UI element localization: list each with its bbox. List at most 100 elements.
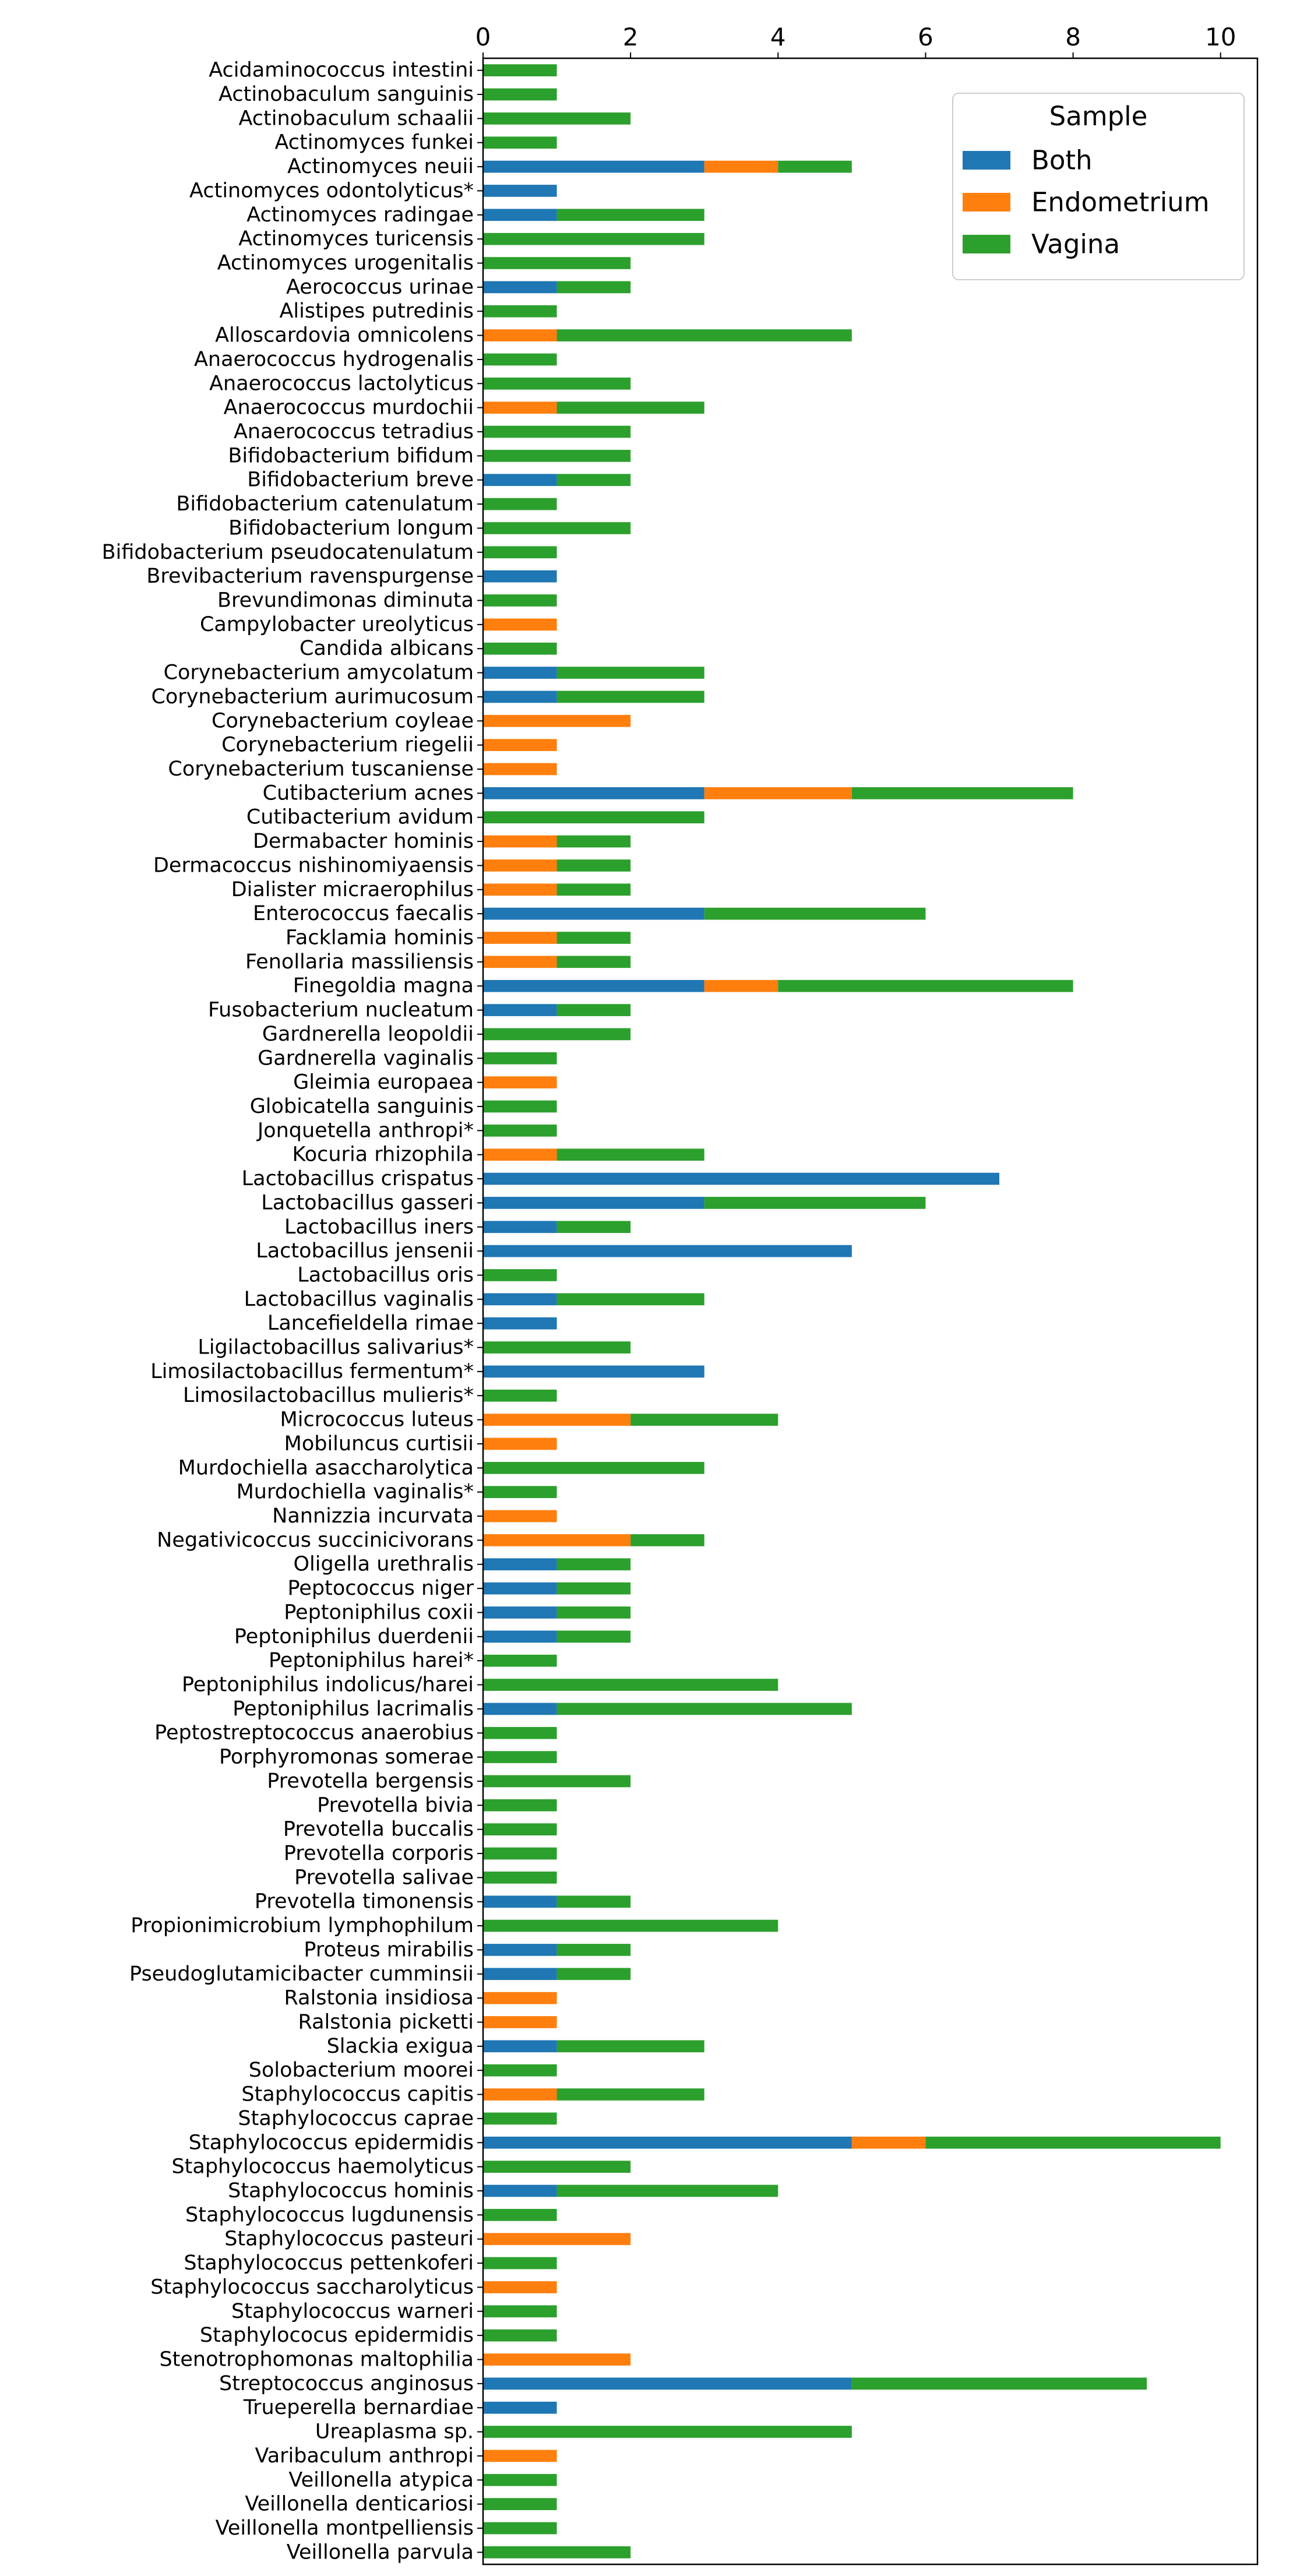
bar-vagina-kocuria-rhizophila [556,1148,704,1161]
bar-vagina-pseudoglutamicibacter-cumminsii [556,1968,631,1981]
y-tick-label: Brevundimonas diminuta [217,589,474,612]
bar-endometrium-staphylococcus-saccharolyticus [483,2281,557,2293]
y-tick-label: Facklamia hominis [286,926,474,949]
y-tick-label: Candida albicans [300,637,474,660]
y-tick-label: Actinomyces neuii [287,155,474,178]
y-tick-label: Lancefieldella rimae [267,1312,474,1335]
y-tick-label: Enterococcus faecalis [253,902,474,925]
bar-both-proteus-mirabilis [483,1944,557,1956]
bar-vagina-staphylococcus-haemolyticus [483,2161,631,2173]
y-tick-label: Peptoniphilus harei* [269,1649,474,1672]
bar-vagina-bifidobacterium-catenulatum [483,498,557,510]
bar-endometrium-mobiluncus-curtisii [483,1437,557,1450]
bar-both-actinomyces-radingae [483,209,557,221]
y-tick-label: Lactobacillus crispatus [242,1167,474,1190]
y-tick-label: Bifidobacterium pseudocatenulatum [102,541,474,564]
bar-both-bifidobacterium-breve [483,474,557,487]
bar-vagina-bifidobacterium-pseudocatenulatum [483,546,557,559]
bar-vagina-bifidobacterium-bifidum [483,450,631,462]
bar-both-enterococcus-faecalis [483,907,704,920]
y-tick-label: Varibaculum anthropi [255,2444,474,2468]
bar-endometrium-ralstonia-insidiosa [483,1992,557,2004]
y-tick-label: Lactobacillus iners [284,1215,474,1239]
bar-vagina-cutibacterium-avidum [483,811,704,824]
y-tick-label: Dermabacter hominis [253,830,474,853]
y-tick-label: Corynebacterium tuscaniense [168,757,474,781]
bar-vagina-lactobacillus-gasseri [704,1197,926,1209]
bar-both-peptoniphilus-duerdenii [483,1630,557,1643]
bar-both-fusobacterium-nucleatum [483,1004,557,1016]
y-tick-label: Prevotella buccalis [283,1818,474,1841]
y-tick-label: Corynebacterium amycolatum [164,661,474,685]
y-tick-label: Gleimia europaea [293,1071,474,1094]
y-tick-label: Gardnerella vaginalis [258,1046,474,1070]
y-tick-label: Limosilactobacillus fermentum* [150,1360,474,1383]
bar-both-lactobacillus-jensenii [483,1245,852,1257]
bar-both-pseudoglutamicibacter-cumminsii [483,1968,557,1981]
bar-vagina-facklamia-hominis [556,932,631,944]
y-tick-label: Nannizzia incurvata [272,1504,474,1528]
bar-both-lactobacillus-gasseri [483,1197,704,1209]
y-tick-label: Bifidobacterium longum [228,516,474,540]
y-tick-label: Ralstonia picketti [298,2010,474,2034]
bar-endometrium-campylobacter-ureolyticus [483,618,557,631]
y-tick-label: Brevibacterium ravenspurgense [146,565,474,588]
bar-endometrium-alloscardovia-omnicolens [483,329,557,341]
bar-vagina-peptococcus-niger [556,1582,631,1595]
bar-endometrium-ralstonia-picketti [483,2016,557,2028]
y-tick-label: Lactobacillus gasseri [261,1191,474,1214]
bar-endometrium-staphylococcus-pasteuri [483,2233,631,2246]
y-tick-label: Staphylococcus hominis [228,2179,474,2203]
bar-endometrium-dermacoccus-nishinomiyaensis [483,859,557,872]
bar-endometrium-varibaculum-anthropi [483,2450,557,2462]
x-axis: 0 2 4 6 8 10 [475,23,1236,58]
bar-vagina-bifidobacterium-breve [556,474,631,487]
bar-vagina-prevotella-bivia [483,1799,557,1812]
bar-vagina-bifidobacterium-longum [483,522,631,534]
y-tick-label: Dermacoccus nishinomiyaensis [153,854,474,877]
bar-vagina-veillonella-parvula [483,2546,631,2559]
bar-vagina-slackia-exigua [556,2040,704,2053]
y-tick-label: Proteus mirabilis [304,1938,474,1961]
bar-vagina-anaerococcus-hydrogenalis [483,353,557,366]
bar-vagina-lactobacillus-vaginalis [556,1293,704,1306]
bar-vagina-porphyromonas-somerae [483,1751,557,1763]
y-tick-label: Slackia exigua [327,2035,474,2058]
y-tick-label: Gardnerella leopoldii [262,1023,474,1046]
bar-both-brevibacterium-ravenspurgense [483,570,557,583]
bar-both-lancefieldella-rimae [483,1317,557,1330]
y-tick-label: Lactobacillus vaginalis [244,1288,474,1311]
bar-endometrium-nannizzia-incurvata [483,1510,557,1523]
y-tick-label: Staphylococcus haemolyticus [171,2155,474,2179]
bar-vagina-lactobacillus-iners [556,1221,631,1234]
bar-endometrium-fenollaria-massiliensis [483,956,557,968]
legend: Sample Both Endometrium Vagina [952,93,1245,280]
bar-vagina-staphylococcus-lugdunensis [483,2209,557,2221]
y-tick-label: Prevotella bergensis [267,1770,474,1793]
bar-vagina-gardnerella-vaginalis [483,1052,557,1065]
bar-vagina-brevundimonas-diminuta [483,594,557,607]
y-tick-label: Actinomyces funkei [274,131,474,154]
bar-vagina-dermabacter-hominis [556,835,631,848]
bar-endometrium-negativicoccus-succinicivorans [483,1534,631,1546]
y-tick-label: Bifidobacterium breve [247,468,474,492]
legend-label-endometrium: Endometrium [1031,187,1210,218]
bar-vagina-alloscardovia-omnicolens [556,329,852,341]
bar-vagina-candida-albicans [483,642,557,655]
bar-vagina-oligella-urethralis [556,1558,631,1571]
legend-title: Sample [1049,101,1148,132]
y-tick-label: Staphylococcus pettenkoferi [184,2251,474,2275]
y-tick-label: Porphyromonas somerae [219,1746,474,1769]
y-tick-label: Negativicoccus succinicivorans [157,1528,474,1552]
y-tick-label: Peptoniphilus duerdenii [234,1625,474,1648]
bar-vagina-actinomyces-funkei [483,136,557,149]
bar-vagina-actinomyces-neuii [778,160,852,173]
y-tick-label: Oligella urethralis [293,1553,474,1576]
legend-swatch-endometrium [963,193,1010,212]
bar-vagina-prevotella-timonensis [556,1895,631,1908]
y-tick-label: Ralstonia insidiosa [284,1986,474,2010]
bar-vagina-streptococcus-anginosus [851,2377,1147,2390]
bar-endometrium-corynebacterium-tuscaniense [483,763,557,776]
x-tick-label: 6 [918,23,933,51]
